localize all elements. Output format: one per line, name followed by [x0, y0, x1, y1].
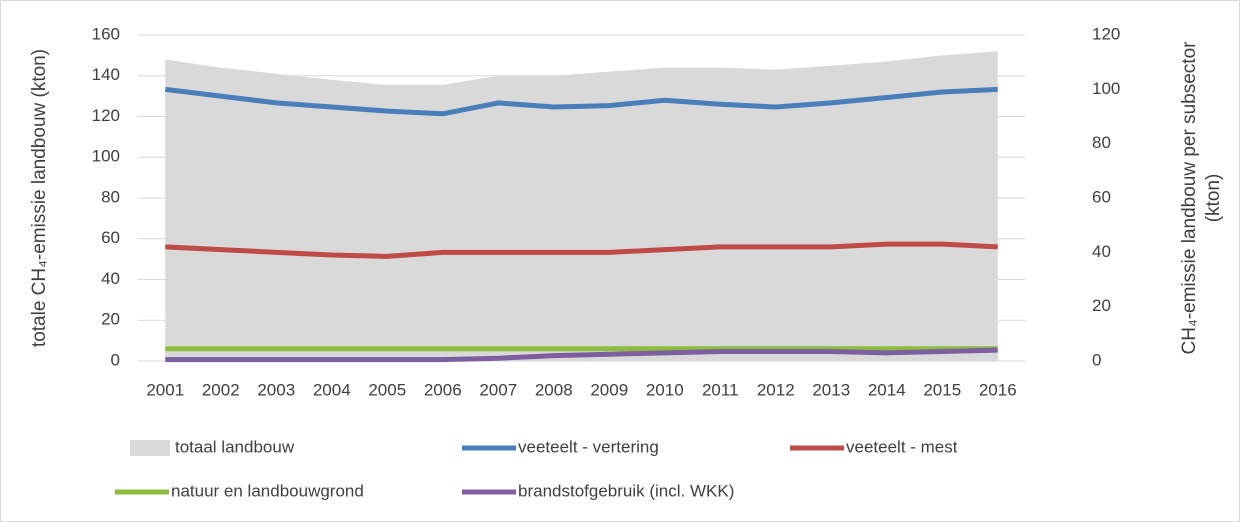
- x-tick-label: 2011: [702, 380, 739, 399]
- legend-label: brandstofgebruik (incl. WKK): [518, 481, 734, 500]
- legend-label: veeteelt - vertering: [518, 437, 659, 456]
- y2-axis-title: CH₄-emissie landbouw per subsector: [1179, 41, 1200, 355]
- y2-tick-label: 60: [1092, 187, 1111, 206]
- x-tick-label: 2007: [479, 380, 517, 399]
- x-tick-label: 2002: [202, 380, 240, 399]
- y2-tick-label: 40: [1092, 242, 1111, 261]
- legend-label: totaal landbouw: [175, 437, 295, 456]
- x-tick-label: 2009: [590, 380, 628, 399]
- y-tick-label: 160: [92, 24, 120, 43]
- x-tick-label: 2010: [646, 380, 684, 399]
- y2-tick-label: 100: [1092, 79, 1120, 98]
- y-tick-label: 140: [92, 65, 120, 84]
- x-tick-label: 2014: [868, 380, 906, 399]
- x-tick-label: 2013: [812, 380, 850, 399]
- legend-swatch: [130, 440, 170, 456]
- line: [164, 86, 998, 117]
- x-tick-label: 2003: [257, 380, 295, 399]
- x-tick-label: 2015: [923, 380, 961, 399]
- x-tick-label: 2016: [979, 380, 1017, 399]
- y-tick-label: 20: [101, 310, 120, 329]
- y-tick-label: 60: [101, 228, 120, 247]
- x-tick-label: 2005: [368, 380, 406, 399]
- area: [165, 51, 998, 362]
- y2-tick-label: 80: [1092, 133, 1111, 152]
- legend-label: natuur en landbouwgrond: [171, 481, 364, 500]
- y2-axis-title: (kton): [1203, 174, 1224, 223]
- y-tick-label: 120: [92, 106, 120, 125]
- line: [165, 241, 998, 259]
- line: [165, 347, 998, 363]
- y2-tick-label: 20: [1092, 296, 1111, 315]
- y2-tick-label: 0: [1092, 350, 1101, 369]
- x-tick-label: 2006: [424, 380, 462, 399]
- y-tick-label: 80: [101, 187, 120, 206]
- x-tick-label: 2004: [313, 380, 351, 399]
- x-tick-label: 2001: [146, 380, 184, 399]
- legend-label: veeteelt - mest: [846, 437, 958, 456]
- x-tick-label: 2012: [757, 380, 795, 399]
- y-tick-label: 0: [111, 350, 120, 369]
- x-tick-label: 2008: [535, 380, 573, 399]
- y-tick-label: 100: [92, 147, 120, 166]
- y-tick-label: 40: [101, 269, 120, 288]
- y-axis-title: totale CH₄-emissie landbouw (kton): [29, 49, 50, 347]
- y2-tick-label: 120: [1092, 24, 1120, 43]
